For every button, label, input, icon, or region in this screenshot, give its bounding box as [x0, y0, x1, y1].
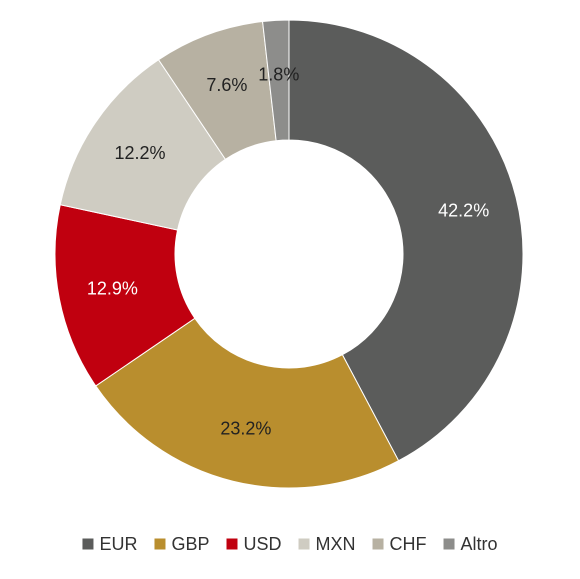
slice-label-chf: 7.6% — [206, 75, 247, 95]
slice-label-usd: 12.9% — [87, 279, 138, 299]
legend-item-altro: Altro — [443, 534, 498, 554]
slice-altro — [262, 19, 290, 142]
donut-slices — [54, 19, 524, 489]
legend-label-mxn: MXN — [316, 534, 356, 554]
legend: EUR GBP USD MXN CHF Altro — [82, 534, 498, 554]
slice-label-mxn: 12.2% — [115, 143, 166, 163]
slice-gbp — [95, 317, 400, 489]
slice-mxn — [59, 59, 227, 231]
slice-labels: 42.2% 23.2% 12.9% 12.2% 7.6% 1.8% — [87, 64, 489, 438]
legend-item-usd: USD — [226, 534, 282, 554]
legend-label-eur: EUR — [99, 534, 137, 554]
legend-swatch-eur — [82, 538, 94, 550]
slice-label-altro: 1.8% — [258, 64, 299, 84]
legend-label-gbp: GBP — [171, 534, 209, 554]
legend-swatch-mxn — [298, 538, 310, 550]
slice-label-gbp: 23.2% — [220, 419, 271, 439]
legend-swatch-usd — [226, 538, 238, 550]
legend-item-eur: EUR — [82, 534, 137, 554]
legend-swatch-altro — [443, 538, 455, 550]
legend-swatch-chf — [372, 538, 384, 550]
slice-eur — [288, 19, 524, 462]
legend-label-altro: Altro — [461, 534, 498, 554]
legend-label-usd: USD — [244, 534, 282, 554]
legend-item-chf: CHF — [372, 534, 427, 554]
legend-item-mxn: MXN — [298, 534, 356, 554]
legend-label-chf: CHF — [390, 534, 427, 554]
slice-label-eur: 42.2% — [438, 201, 489, 221]
legend-item-gbp: GBP — [154, 534, 210, 554]
legend-swatch-gbp — [154, 538, 166, 550]
